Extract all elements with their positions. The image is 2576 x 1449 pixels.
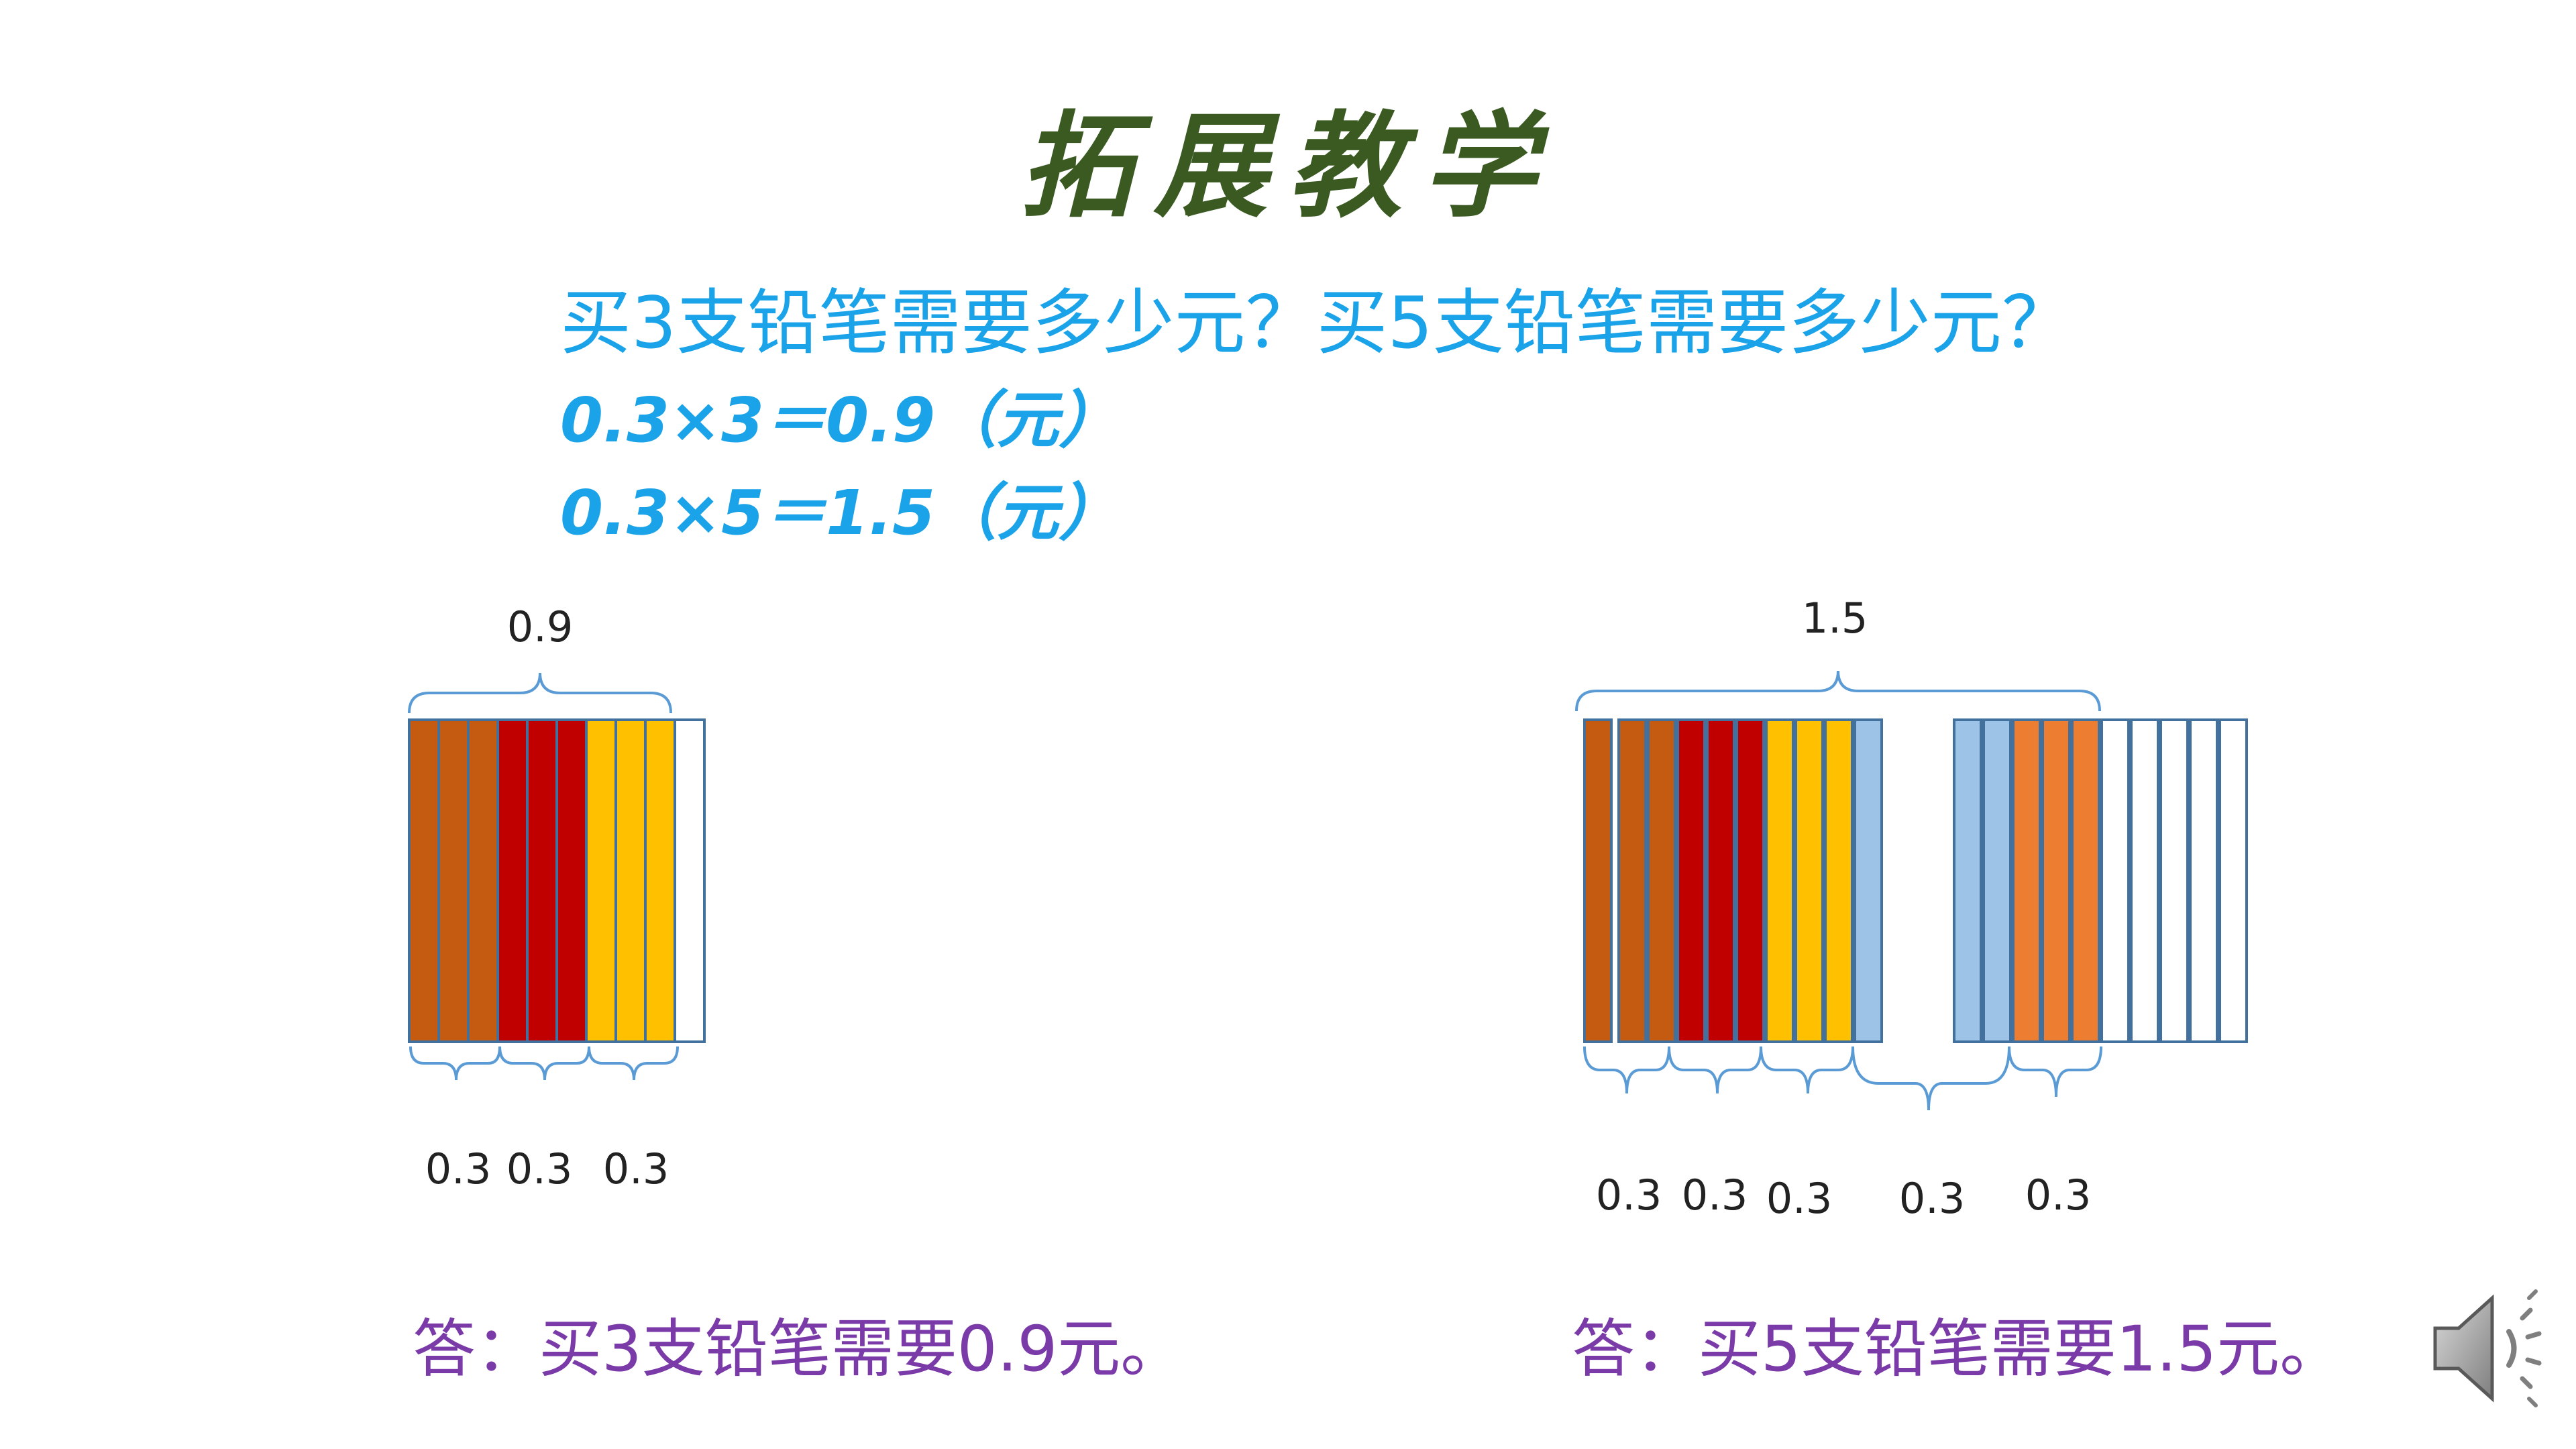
right-strip-10 (1854, 718, 1883, 1043)
right-strip-1 (1583, 718, 1613, 1043)
right-total-label: 1.5 (1801, 594, 1868, 643)
left-strip-5 (526, 718, 558, 1043)
right-strip-18 (2159, 718, 2189, 1043)
right-strip-3 (1647, 718, 1676, 1043)
equation-1: 0.3×3＝0.9（元） (560, 384, 1121, 456)
question-text: 买3支铅笔需要多少元？买5支铅笔需要多少元？ (560, 282, 2073, 364)
right-strip-2 (1617, 718, 1647, 1043)
right-strip-7 (1765, 718, 1794, 1043)
right-strip-11 (1953, 718, 1982, 1043)
left-strip-3 (467, 718, 499, 1043)
right-bottom-brace-2 (1668, 1046, 1762, 1094)
right-strip-13 (2012, 718, 2041, 1043)
left-part-label-2: 0.3 (506, 1144, 573, 1193)
right-strip-15 (2071, 718, 2100, 1043)
right-strip-5 (1706, 718, 1735, 1043)
left-total-label: 0.9 (506, 602, 574, 651)
right-bottom-brace-4 (1851, 1046, 2010, 1111)
answer-right: 答：买5支铅笔需要1.5元。 (1572, 1313, 2343, 1386)
left-part-label-3: 0.3 (602, 1144, 669, 1193)
left-bottom-brace-1 (409, 1046, 501, 1081)
left-strip-2 (437, 718, 470, 1043)
answer-left: 答：买3支铅笔需要0.9元。 (413, 1313, 1184, 1386)
left-strip-8 (614, 718, 647, 1043)
right-strip-17 (2130, 718, 2159, 1043)
right-part-label-2: 0.3 (1681, 1171, 1748, 1220)
right-top-brace (1575, 670, 2101, 712)
left-strip-10 (674, 718, 706, 1043)
left-strip-4 (496, 718, 529, 1043)
left-top-brace (408, 672, 672, 714)
right-part-label-3: 0.3 (1766, 1174, 1833, 1223)
right-strip-12 (1982, 718, 2012, 1043)
left-bottom-brace-2 (498, 1046, 590, 1081)
right-strip-6 (1735, 718, 1765, 1043)
right-strip-group (1583, 718, 2248, 1043)
left-strip-group (408, 718, 706, 1043)
speaker-icon[interactable] (2422, 1278, 2563, 1419)
left-part-label-1: 0.3 (425, 1144, 492, 1193)
left-strip-6 (555, 718, 588, 1043)
right-part-label-1: 0.3 (1595, 1171, 1662, 1220)
right-strip-8 (1794, 718, 1824, 1043)
right-bottom-brace-3 (1760, 1046, 1854, 1094)
left-strip-1 (408, 718, 440, 1043)
left-strip-9 (644, 718, 676, 1043)
right-bottom-brace-5 (2008, 1046, 2102, 1097)
right-strip-14 (2041, 718, 2071, 1043)
left-bottom-brace-3 (588, 1046, 679, 1081)
equation-2: 0.3×5＝1.5（元） (560, 477, 1121, 549)
right-strip-9 (1824, 718, 1854, 1043)
right-part-label-4: 0.3 (1898, 1174, 1966, 1223)
right-part-label-5: 0.3 (2025, 1171, 2092, 1220)
slide-title: 拓展教学 (1019, 99, 1556, 233)
right-strip-20 (2218, 718, 2248, 1043)
left-strip-7 (585, 718, 617, 1043)
right-strip-19 (2189, 718, 2218, 1043)
right-strip-4 (1676, 718, 1706, 1043)
right-strip-16 (2100, 718, 2130, 1043)
right-bottom-brace-1 (1583, 1046, 1670, 1094)
